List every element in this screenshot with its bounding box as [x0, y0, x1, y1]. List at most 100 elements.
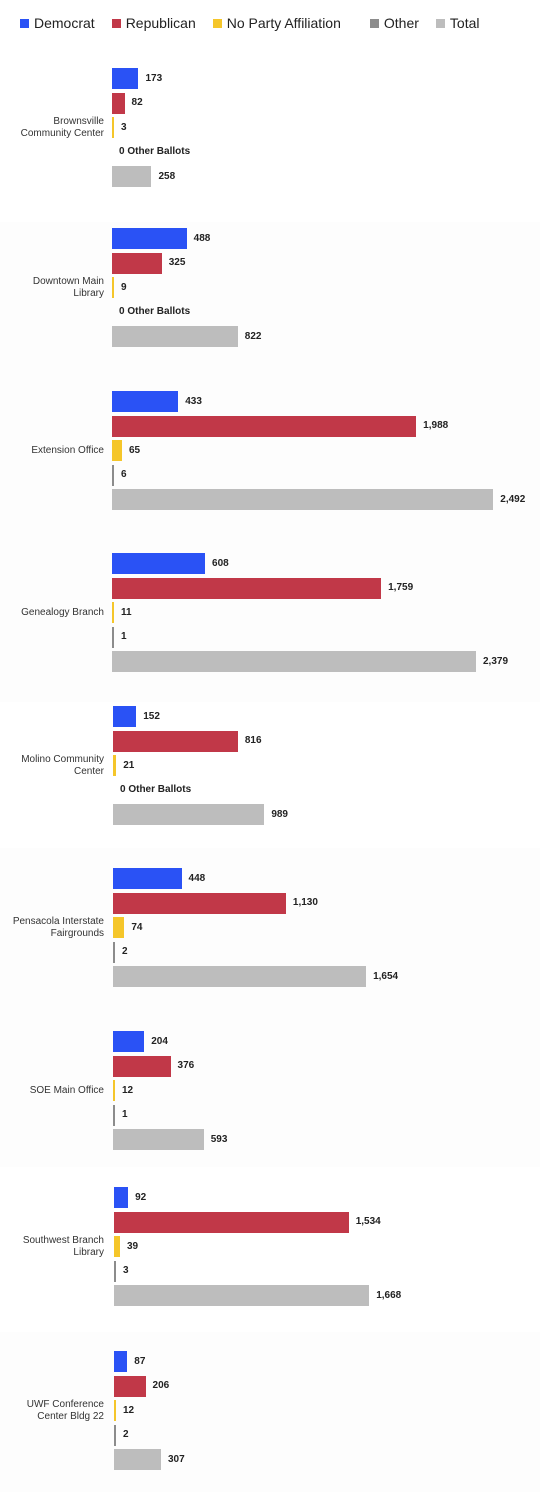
bar-democrat-uwf-conference-center-bldg-22[interactable]	[114, 1351, 128, 1372]
data-label-npa-genealogy-branch: 11	[121, 606, 132, 618]
data-label-total-southwest-branch-library: 1,668	[376, 1289, 402, 1301]
bar-npa-uwf-conference-center-bldg-22[interactable]	[114, 1400, 116, 1421]
data-label-total-genealogy-branch: 2,379	[483, 655, 509, 667]
bar-other-southwest-branch-library[interactable]	[114, 1260, 116, 1282]
legend-label-total: Total	[449, 15, 480, 31]
data-label-republican-genealogy-branch: 1,759	[388, 582, 414, 593]
data-label-total-uwf-conference-center-bldg-22: 307	[167, 1453, 185, 1465]
legend-label-republican: Republican	[125, 15, 196, 31]
bar-npa-soe-main-office[interactable]	[113, 1080, 115, 1101]
data-label-republican-soe-main-office: 376	[177, 1060, 195, 1071]
category-label-brownsville-community-center: Brownsville Community Center	[20, 115, 104, 139]
bar-democrat-brownsville-community-center[interactable]	[112, 68, 139, 89]
bar-npa-southwest-branch-library[interactable]	[114, 1236, 120, 1257]
bar-democrat-downtown-main-library[interactable]	[112, 228, 187, 249]
data-label-total-extension-office: 2,492	[500, 493, 526, 505]
data-label-npa-soe-main-office: 12	[122, 1084, 134, 1096]
data-label-other-southwest-branch-library: 3	[123, 1265, 129, 1276]
data-label-other-brownsville-community-center: 0 Other Ballots	[119, 146, 191, 157]
bar-other-pensacola-interstate-fairgrounds[interactable]	[113, 941, 115, 963]
bar-total-brownsville-community-center[interactable]	[112, 166, 152, 187]
data-label-republican-pensacola-interstate-fairgrounds: 1,130	[292, 897, 318, 908]
bar-total-downtown-main-library[interactable]	[112, 326, 238, 347]
data-label-other-uwf-conference-center-bldg-22: 2	[123, 1429, 129, 1440]
data-label-other-genealogy-branch: 1	[121, 631, 127, 642]
data-label-total-downtown-main-library: 822	[244, 330, 262, 342]
bar-npa-molino-community-center[interactable]	[113, 755, 117, 776]
legend-swatch-other	[369, 18, 379, 28]
data-label-other-soe-main-office: 1	[122, 1109, 128, 1120]
bar-total-molino-community-center[interactable]	[113, 804, 265, 825]
bar-republican-molino-community-center[interactable]	[113, 730, 238, 752]
bar-other-uwf-conference-center-bldg-22[interactable]	[114, 1424, 116, 1446]
bar-total-soe-main-office[interactable]	[113, 1129, 204, 1150]
data-label-total-molino-community-center: 989	[271, 808, 288, 820]
legend-label-democrat: Democrat	[34, 15, 95, 31]
bar-democrat-extension-office[interactable]	[112, 391, 179, 412]
category-label-genealogy-branch: Genealogy Branch	[21, 606, 104, 618]
data-label-npa-extension-office: 65	[128, 444, 141, 456]
data-label-total-pensacola-interstate-fairgrounds: 1,654	[373, 970, 399, 982]
data-label-democrat-pensacola-interstate-fairgrounds: 448	[188, 872, 206, 884]
bar-republican-uwf-conference-center-bldg-22[interactable]	[114, 1375, 146, 1397]
legend-swatch-republican	[111, 18, 121, 28]
legend-label-npa: No Party Affiliation	[226, 15, 341, 31]
data-label-democrat-soe-main-office: 204	[151, 1035, 168, 1047]
data-label-democrat-molino-community-center: 152	[143, 710, 160, 722]
bar-npa-downtown-main-library[interactable]	[112, 277, 114, 298]
bar-total-southwest-branch-library[interactable]	[114, 1285, 370, 1306]
bar-republican-southwest-branch-library[interactable]	[114, 1211, 349, 1233]
bar-other-soe-main-office[interactable]	[113, 1104, 115, 1126]
bar-republican-soe-main-office[interactable]	[113, 1055, 171, 1077]
data-label-democrat-genealogy-branch: 608	[212, 557, 229, 569]
data-label-other-extension-office: 6	[121, 469, 127, 480]
bar-democrat-southwest-branch-library[interactable]	[114, 1187, 129, 1208]
legend-swatch-npa	[212, 18, 222, 28]
bar-republican-genealogy-branch[interactable]	[112, 577, 382, 599]
bar-other-genealogy-branch[interactable]	[112, 626, 114, 648]
legend-item-republican[interactable]: Republican	[111, 15, 196, 31]
legend-item-npa[interactable]: No Party Affiliation	[212, 15, 341, 31]
bar-total-uwf-conference-center-bldg-22[interactable]	[114, 1449, 161, 1470]
category-label-molino-community-center: Molino Community Center	[21, 753, 104, 777]
data-label-democrat-brownsville-community-center: 173	[145, 72, 163, 84]
data-label-other-downtown-main-library: 0 Other Ballots	[119, 306, 191, 317]
bar-democrat-molino-community-center[interactable]	[113, 706, 137, 727]
legend-item-total[interactable]: Total	[435, 15, 480, 31]
bar-republican-extension-office[interactable]	[112, 415, 417, 437]
bar-democrat-genealogy-branch[interactable]	[112, 553, 206, 574]
bar-democrat-soe-main-office[interactable]	[113, 1031, 145, 1052]
bar-npa-genealogy-branch[interactable]	[112, 602, 114, 623]
legend-swatch-democrat	[20, 18, 29, 28]
bar-republican-downtown-main-library[interactable]	[112, 252, 162, 274]
bar-other-extension-office[interactable]	[112, 464, 114, 486]
bar-total-extension-office[interactable]	[112, 489, 494, 510]
legend-swatch-total	[435, 18, 445, 28]
data-label-npa-downtown-main-library: 9	[121, 281, 127, 293]
bar-republican-pensacola-interstate-fairgrounds[interactable]	[113, 892, 286, 914]
data-label-democrat-southwest-branch-library: 92	[135, 1191, 147, 1203]
group-panel-uwf-conference-center-bldg-22	[0, 1332, 540, 1492]
data-label-npa-pensacola-interstate-fairgrounds: 74	[131, 921, 143, 933]
group-panel-genealogy-branch	[0, 534, 540, 702]
data-label-other-pensacola-interstate-fairgrounds: 2	[122, 946, 128, 957]
group-panel-downtown-main-library	[0, 222, 540, 372]
legend-item-democrat[interactable]: Democrat	[20, 15, 95, 31]
bar-total-genealogy-branch[interactable]	[112, 651, 476, 672]
data-label-npa-molino-community-center: 21	[123, 759, 135, 771]
data-label-republican-extension-office: 1,988	[423, 420, 449, 431]
data-label-total-brownsville-community-center: 258	[158, 170, 176, 182]
legend-label-other: Other	[383, 15, 419, 31]
bar-npa-brownsville-community-center[interactable]	[112, 117, 114, 138]
data-label-democrat-downtown-main-library: 488	[193, 232, 211, 244]
data-label-npa-brownsville-community-center: 3	[121, 121, 127, 133]
data-label-democrat-uwf-conference-center-bldg-22: 87	[134, 1355, 146, 1367]
bar-total-pensacola-interstate-fairgrounds[interactable]	[113, 966, 367, 987]
bar-democrat-pensacola-interstate-fairgrounds[interactable]	[113, 868, 182, 889]
bar-npa-extension-office[interactable]	[112, 440, 122, 461]
bar-republican-brownsville-community-center[interactable]	[112, 92, 125, 114]
bar-npa-pensacola-interstate-fairgrounds[interactable]	[113, 917, 125, 938]
legend-item-other[interactable]: Other	[369, 15, 419, 31]
category-label-extension-office: Extension Office	[31, 444, 104, 456]
